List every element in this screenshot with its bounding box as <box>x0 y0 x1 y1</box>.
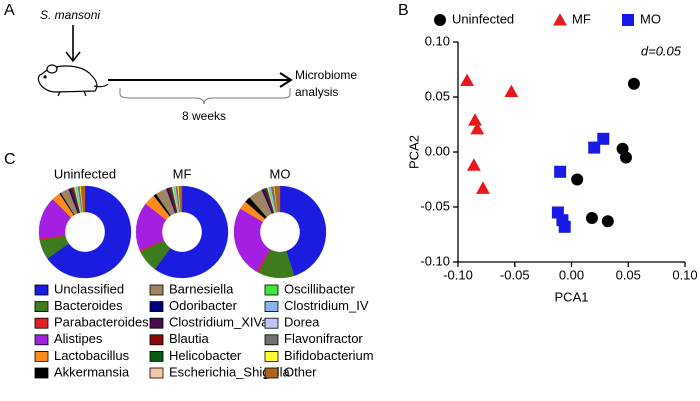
data-point <box>627 77 640 90</box>
legend-swatch <box>34 350 49 362</box>
legend-label: Helicobacter <box>169 348 242 363</box>
legend-swatch <box>264 317 279 329</box>
legend-swatch <box>149 350 164 362</box>
legend-label: Uninfected <box>452 11 514 26</box>
legend-swatch <box>149 301 164 313</box>
legend-label: Oscillibacter <box>284 281 355 296</box>
legend-label: Bifidobacterium <box>284 348 374 363</box>
organism-label: S. mansoni <box>40 8 100 22</box>
data-point <box>504 84 519 98</box>
legend-label: Clostridium_XIVa <box>169 315 269 330</box>
y-axis-label: PCA2 <box>406 135 421 169</box>
legend-label: Clostridium_IV <box>284 298 369 313</box>
legend-label: Barnesiella <box>169 281 234 296</box>
legend-swatch <box>264 367 279 379</box>
legend-label: Flavonifractor <box>284 331 363 346</box>
x-tick-label: 0.10 <box>672 267 697 282</box>
outcome-label: analysis <box>295 85 338 99</box>
legend-swatch <box>149 334 164 346</box>
data-point <box>460 73 474 87</box>
legend-label: Blautia <box>169 331 210 346</box>
donut-segment <box>80 185 86 213</box>
x-axis-label: PCA1 <box>555 289 589 304</box>
x-tick-label: -0.05 <box>500 267 530 282</box>
legend-label: Parabacteroides <box>54 315 149 330</box>
x-tick-label: -0.10 <box>443 267 473 282</box>
legend-marker <box>622 14 634 26</box>
legend-swatch <box>149 317 164 329</box>
legend-label: Bacteroides <box>54 298 123 313</box>
y-tick-label: -0.05 <box>420 198 450 213</box>
legend-swatch <box>264 301 279 313</box>
data-point <box>585 212 598 224</box>
legend-label: Alistipes <box>54 331 103 346</box>
annotation: d=0.05 <box>641 43 682 58</box>
data-point <box>571 173 584 186</box>
legend-marker <box>434 14 446 26</box>
legend-swatch <box>34 317 49 329</box>
panel-label: C <box>4 151 16 168</box>
legend-label: Escherichia_Shigella <box>169 364 290 379</box>
duration-label: 8 weeks <box>182 109 226 123</box>
donut-segment <box>274 185 281 213</box>
donut-title: Uninfected <box>54 166 116 181</box>
legend-swatch <box>149 367 164 379</box>
duration-bracket <box>119 88 291 105</box>
donut-title: MF <box>173 166 192 181</box>
legend-label: Other <box>284 364 317 379</box>
legend-swatch <box>34 334 49 346</box>
legend-swatch <box>264 284 279 296</box>
data-point <box>466 158 481 171</box>
y-tick-label: 0.10 <box>425 33 450 48</box>
legend-swatch <box>149 284 164 296</box>
data-point <box>558 220 571 233</box>
y-tick-label: 0.05 <box>425 88 450 103</box>
panel-label: A <box>4 2 15 19</box>
legend-label: Akkermansia <box>54 364 130 379</box>
legend-swatch <box>264 350 279 362</box>
legend-marker <box>553 13 567 26</box>
legend-label: MF <box>572 11 591 26</box>
arrow-down <box>65 25 81 63</box>
donut-segment <box>178 185 183 213</box>
data-point <box>597 132 610 145</box>
legend-swatch <box>34 367 49 379</box>
data-point <box>470 122 485 135</box>
data-point <box>601 215 614 228</box>
data-point <box>588 141 601 154</box>
data-point <box>619 151 632 164</box>
data-point <box>476 181 490 194</box>
y-tick-label: 0.00 <box>425 143 450 158</box>
legend-swatch <box>34 284 49 296</box>
legend-swatch <box>264 334 279 346</box>
outcome-label: Microbiome <box>295 68 357 82</box>
legend-label: Odoribacter <box>169 298 238 313</box>
mouse-icon <box>37 64 109 97</box>
data-point <box>554 165 567 178</box>
x-tick-label: 0.05 <box>616 267 641 282</box>
panel-label: B <box>398 2 409 19</box>
data-point <box>468 113 482 126</box>
legend-label: MO <box>640 11 661 26</box>
arrow-right <box>108 72 293 88</box>
donut-segment <box>279 185 327 276</box>
donut-title: MO <box>270 166 291 181</box>
legend-swatch <box>34 301 49 313</box>
legend-label: Unclassified <box>54 281 124 296</box>
legend-label: Lactobacillus <box>54 348 130 363</box>
legend-label: Dorea <box>284 315 320 330</box>
y-tick-label: -0.10 <box>420 253 450 268</box>
x-tick-label: 0.00 <box>559 267 584 282</box>
